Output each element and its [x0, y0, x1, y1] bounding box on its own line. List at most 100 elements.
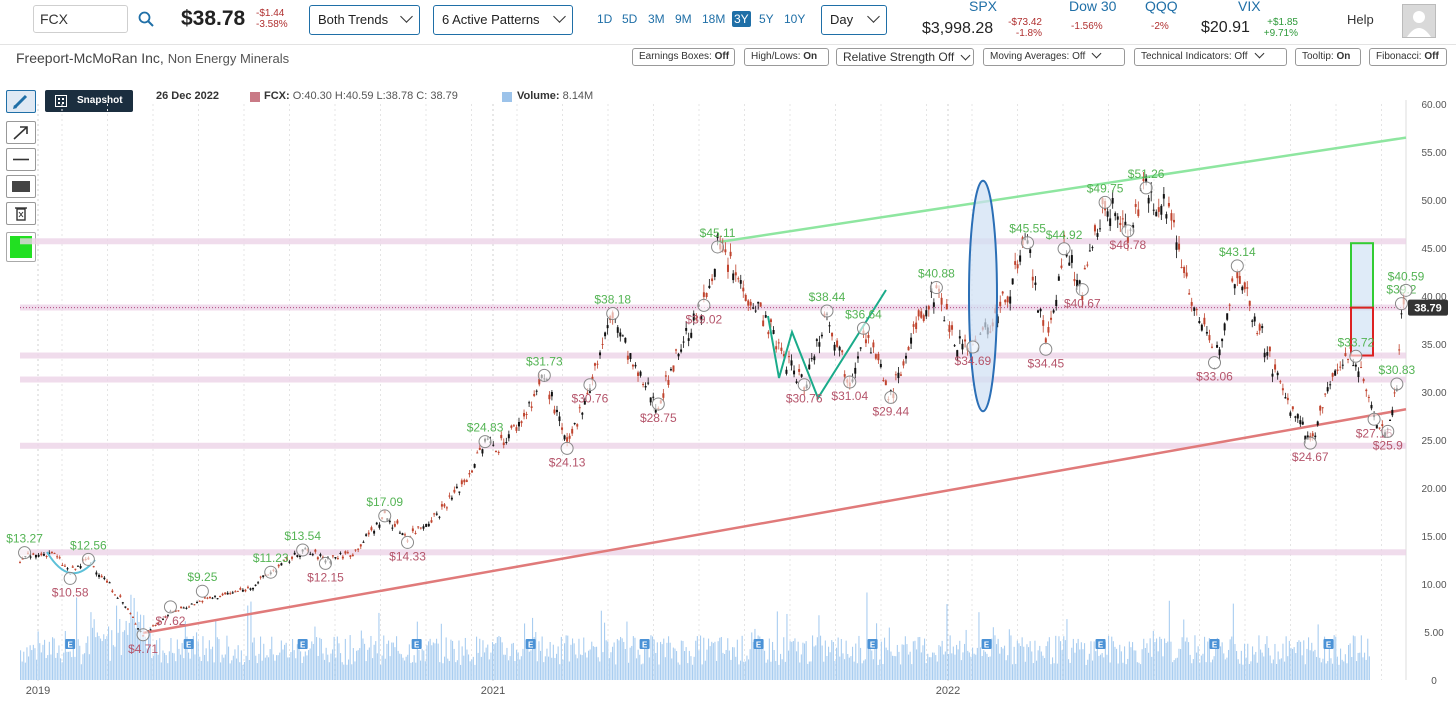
index-vix[interactable]: VIX [1238, 0, 1261, 14]
candle [257, 582, 260, 584]
candle [629, 353, 632, 360]
pattern-select[interactable]: 6 Active Patterns [433, 5, 573, 35]
volume-bar [608, 658, 610, 680]
range-18m[interactable]: 18M [702, 12, 726, 26]
candle [637, 372, 640, 376]
volume-bar [568, 661, 570, 680]
candle [956, 350, 959, 357]
candle [346, 552, 349, 554]
volume-bar [799, 662, 801, 680]
candle [137, 628, 140, 630]
range-9m[interactable]: 9M [675, 12, 692, 26]
tooltip-toggle[interactable]: Tooltip: On [1295, 48, 1361, 66]
trend-select[interactable]: Both Trends [309, 5, 420, 35]
volume-bar [528, 651, 530, 680]
volume-bar [72, 642, 74, 680]
volume-bar [1268, 647, 1270, 680]
volume-bar [234, 649, 236, 680]
high-lows-toggle[interactable]: High/Lows: On [744, 48, 829, 66]
volume-bar [199, 656, 201, 680]
volume-bar [77, 639, 79, 680]
volume-bar [1114, 646, 1116, 680]
color-picker[interactable] [6, 232, 36, 262]
candle [206, 597, 209, 599]
candle [996, 316, 999, 324]
support-level [20, 376, 1406, 383]
candle [864, 339, 867, 344]
fibonacci-toggle[interactable]: Fibonacci: Off [1369, 48, 1447, 66]
volume-bar [1104, 641, 1106, 680]
range-3m[interactable]: 3M [648, 12, 665, 26]
volume-bar [1160, 638, 1162, 680]
candle [1016, 264, 1019, 269]
draw-pencil-tool[interactable] [6, 90, 36, 113]
volume-bar [1186, 637, 1188, 680]
search-icon[interactable] [137, 10, 155, 28]
avatar[interactable] [1402, 4, 1436, 38]
volume-bar [853, 661, 855, 680]
index-dow[interactable]: Dow 30 [1069, 0, 1117, 14]
volume-bar [343, 664, 345, 680]
range-5d[interactable]: 5D [622, 12, 638, 26]
volume-bar [120, 655, 122, 680]
volume-bar [1359, 652, 1361, 680]
volume-bar [301, 662, 303, 680]
line-tool[interactable] [6, 148, 36, 171]
volume-bar [1365, 659, 1367, 680]
snapshot-button[interactable]: Snapshot [45, 90, 133, 112]
help-link[interactable]: Help [1347, 12, 1374, 27]
candle [19, 562, 21, 564]
range-10y[interactable]: 10Y [784, 12, 806, 26]
top-bar: $38.78 -$1.44-3.58% Both Trends 6 Active… [0, 0, 1456, 45]
volume-bar [1140, 664, 1142, 680]
candle [798, 369, 801, 372]
symbol-search-input[interactable] [33, 5, 128, 33]
volume-bar [1133, 650, 1135, 680]
candle [1362, 379, 1365, 382]
volume-bar [516, 649, 518, 680]
candle [113, 594, 116, 596]
pivot-marker [1303, 436, 1317, 450]
volume-bar [293, 650, 295, 680]
pivot-marker [560, 441, 574, 455]
candle [533, 393, 536, 396]
candle [1055, 299, 1058, 307]
moving-averages-dropdown[interactable]: Moving Averages: Off [983, 48, 1125, 66]
candle [772, 330, 775, 334]
volume-bar [1204, 636, 1206, 680]
candle [1152, 209, 1155, 211]
candle [1142, 178, 1145, 181]
candle [566, 437, 569, 442]
volume-bar [157, 654, 159, 680]
volume-bar [514, 660, 516, 680]
volume-bar [634, 637, 636, 680]
index-spx[interactable]: SPX $3,998.28 [922, 0, 998, 37]
index-qqq[interactable]: QQQ [1145, 0, 1178, 14]
quote-date: 26 Dec 2022 [156, 90, 219, 102]
rectangle-tool[interactable] [6, 175, 36, 198]
volume-bar [597, 657, 599, 680]
technical-indicators-dropdown[interactable]: Technical Indicators: Off [1134, 48, 1287, 66]
interval-select[interactable]: Day [821, 5, 887, 35]
earnings-marker [1095, 639, 1106, 649]
volume-bar [215, 619, 217, 680]
volume-bar [360, 630, 362, 680]
volume-bar [647, 648, 649, 680]
relative-strength-dropdown[interactable]: Relative Strength Off [836, 48, 974, 66]
candle [669, 369, 672, 371]
candle [1226, 313, 1229, 320]
volume-bar [341, 662, 343, 680]
earnings-boxes-toggle[interactable]: Earnings Boxes: Off [632, 48, 735, 66]
range-1d[interactable]: 1D [597, 12, 613, 26]
arrow-tool[interactable] [6, 121, 36, 144]
trend-line [717, 136, 1407, 244]
range-5y[interactable]: 5Y [759, 12, 774, 26]
range-3y[interactable]: 3Y [732, 11, 751, 27]
candle [79, 565, 82, 569]
candle [1389, 419, 1392, 421]
pivot-marker [1039, 342, 1053, 356]
delete-drawings-tool[interactable] [6, 202, 36, 225]
candle [1216, 345, 1219, 348]
candle [370, 527, 373, 531]
